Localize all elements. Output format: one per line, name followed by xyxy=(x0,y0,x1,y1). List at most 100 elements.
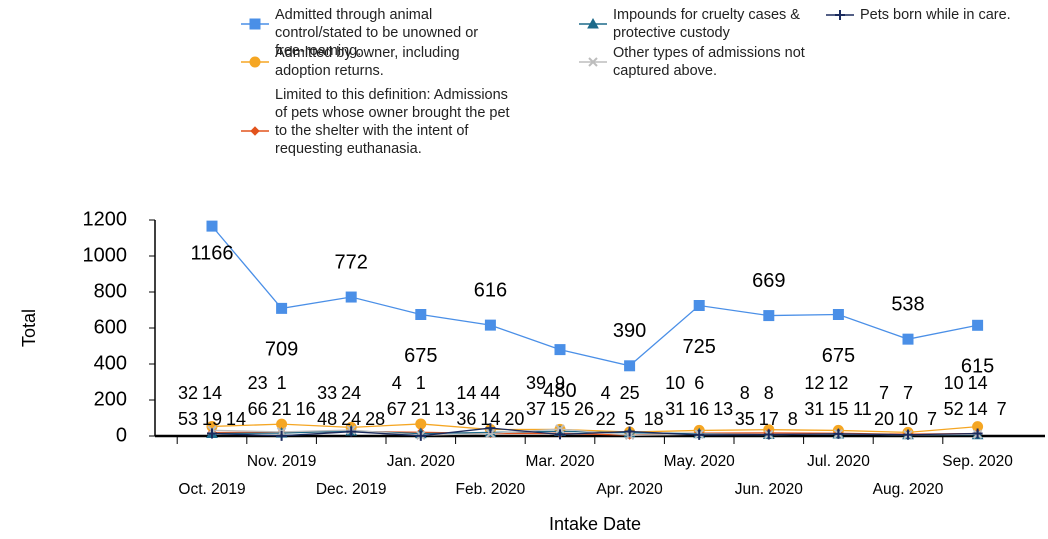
data-label: 39 xyxy=(526,373,546,393)
y-tick-label: 800 xyxy=(94,280,127,302)
marker xyxy=(624,426,635,437)
data-label: 12 xyxy=(828,373,848,393)
data-label: 21 xyxy=(411,399,431,419)
data-label: 35 xyxy=(735,409,755,429)
data-label: 5 xyxy=(625,409,635,429)
marker xyxy=(555,424,565,434)
data-label: 14 xyxy=(226,409,246,429)
y-tick-label: 600 xyxy=(94,316,127,338)
data-label: 10 xyxy=(898,409,918,429)
data-label: 7 xyxy=(927,409,937,429)
y-tick-label: 200 xyxy=(94,388,127,410)
data-label: 13 xyxy=(713,399,733,419)
x-axis-title: Intake Date xyxy=(549,514,641,534)
data-label: 13 xyxy=(435,399,455,419)
data-label: 725 xyxy=(683,336,716,358)
x-tick-label: Aug. 2020 xyxy=(873,481,944,498)
data-label: 675 xyxy=(404,345,437,367)
legend-entry: Limited to this definition: Admissions o… xyxy=(275,87,510,157)
data-label: 7 xyxy=(903,383,913,403)
marker xyxy=(833,428,844,439)
data-label: 14 xyxy=(968,399,988,419)
data-label: 53 xyxy=(178,409,198,429)
marker xyxy=(693,300,705,311)
marker xyxy=(249,56,261,68)
x-tick-label: Apr. 2020 xyxy=(596,481,663,498)
marker xyxy=(587,17,599,29)
marker xyxy=(276,302,288,314)
data-label: 44 xyxy=(480,383,500,403)
y-tick-label: 1200 xyxy=(83,208,128,230)
data-label: 22 xyxy=(596,409,616,429)
marker xyxy=(903,429,913,440)
marker xyxy=(763,310,775,322)
data-label: 26 xyxy=(574,399,594,419)
marker xyxy=(835,10,845,20)
data-label: 14 xyxy=(202,383,222,403)
marker xyxy=(415,309,427,320)
x-tick-label: Mar. 2020 xyxy=(526,453,595,470)
data-label: 8 xyxy=(788,409,798,429)
data-label: 31 xyxy=(665,399,685,419)
legend-entry: Admitted through animal control/stated t… xyxy=(275,7,479,59)
data-label: 4 xyxy=(392,373,402,393)
data-label: 12 xyxy=(804,373,824,393)
marker xyxy=(832,309,844,320)
data-label: 390 xyxy=(613,320,646,342)
legend-entry: Admitted by owner, including adoption re… xyxy=(275,45,460,79)
data-label: 480 xyxy=(543,380,576,402)
marker xyxy=(346,426,357,437)
data-label: 1166 xyxy=(190,242,233,264)
marker xyxy=(624,360,636,372)
data-label: 32 xyxy=(178,383,198,403)
data-label: 16 xyxy=(689,399,709,419)
data-label: 709 xyxy=(265,339,298,361)
marker xyxy=(554,344,566,356)
data-label: 17 xyxy=(759,409,779,429)
marker xyxy=(276,430,287,441)
data-label: 15 xyxy=(550,399,570,419)
marker xyxy=(484,319,496,331)
x-tick-label: Dec. 2019 xyxy=(316,481,387,498)
legend-entry: Impounds for cruelty cases & protective … xyxy=(613,7,800,41)
x-tick-label: Oct. 2019 xyxy=(178,481,245,498)
data-label: 24 xyxy=(341,383,361,403)
data-label: 7 xyxy=(997,399,1007,419)
data-label: 9 xyxy=(555,373,565,393)
data-label: 66 xyxy=(248,399,268,419)
x-tick-label: May. 2020 xyxy=(664,453,736,470)
data-label: 8 xyxy=(740,383,750,403)
data-label: 20 xyxy=(504,409,524,429)
marker xyxy=(588,57,598,67)
legend-entry: Other types of admissions not captured a… xyxy=(613,45,805,79)
data-label: 19 xyxy=(202,409,222,429)
marker xyxy=(415,418,427,430)
data-label: 14 xyxy=(480,409,500,429)
y-tick-label: 400 xyxy=(94,352,127,374)
marker xyxy=(902,333,914,345)
data-label: 14 xyxy=(456,383,476,403)
data-label: 67 xyxy=(387,399,407,419)
data-label: 1 xyxy=(277,373,287,393)
data-label: 37 xyxy=(526,399,546,419)
x-tick-label: Feb. 2020 xyxy=(455,481,525,498)
data-label: 616 xyxy=(474,279,507,301)
y-tick-label: 0 xyxy=(116,424,127,446)
data-label: 538 xyxy=(891,293,924,315)
data-label: 31 xyxy=(804,399,824,419)
data-label: 772 xyxy=(335,251,368,273)
marker xyxy=(415,430,426,441)
marker xyxy=(345,291,357,303)
data-label: 33 xyxy=(317,383,337,403)
data-label: 10 xyxy=(665,373,685,393)
marker xyxy=(694,429,705,440)
data-label: 669 xyxy=(752,270,785,292)
data-label: 15 xyxy=(828,399,848,419)
data-label: 8 xyxy=(764,383,774,403)
series-line xyxy=(211,225,978,367)
data-label: 52 xyxy=(944,399,964,419)
marker xyxy=(972,319,984,331)
marker xyxy=(485,423,496,434)
marker xyxy=(206,220,218,232)
data-label: 20 xyxy=(874,409,894,429)
